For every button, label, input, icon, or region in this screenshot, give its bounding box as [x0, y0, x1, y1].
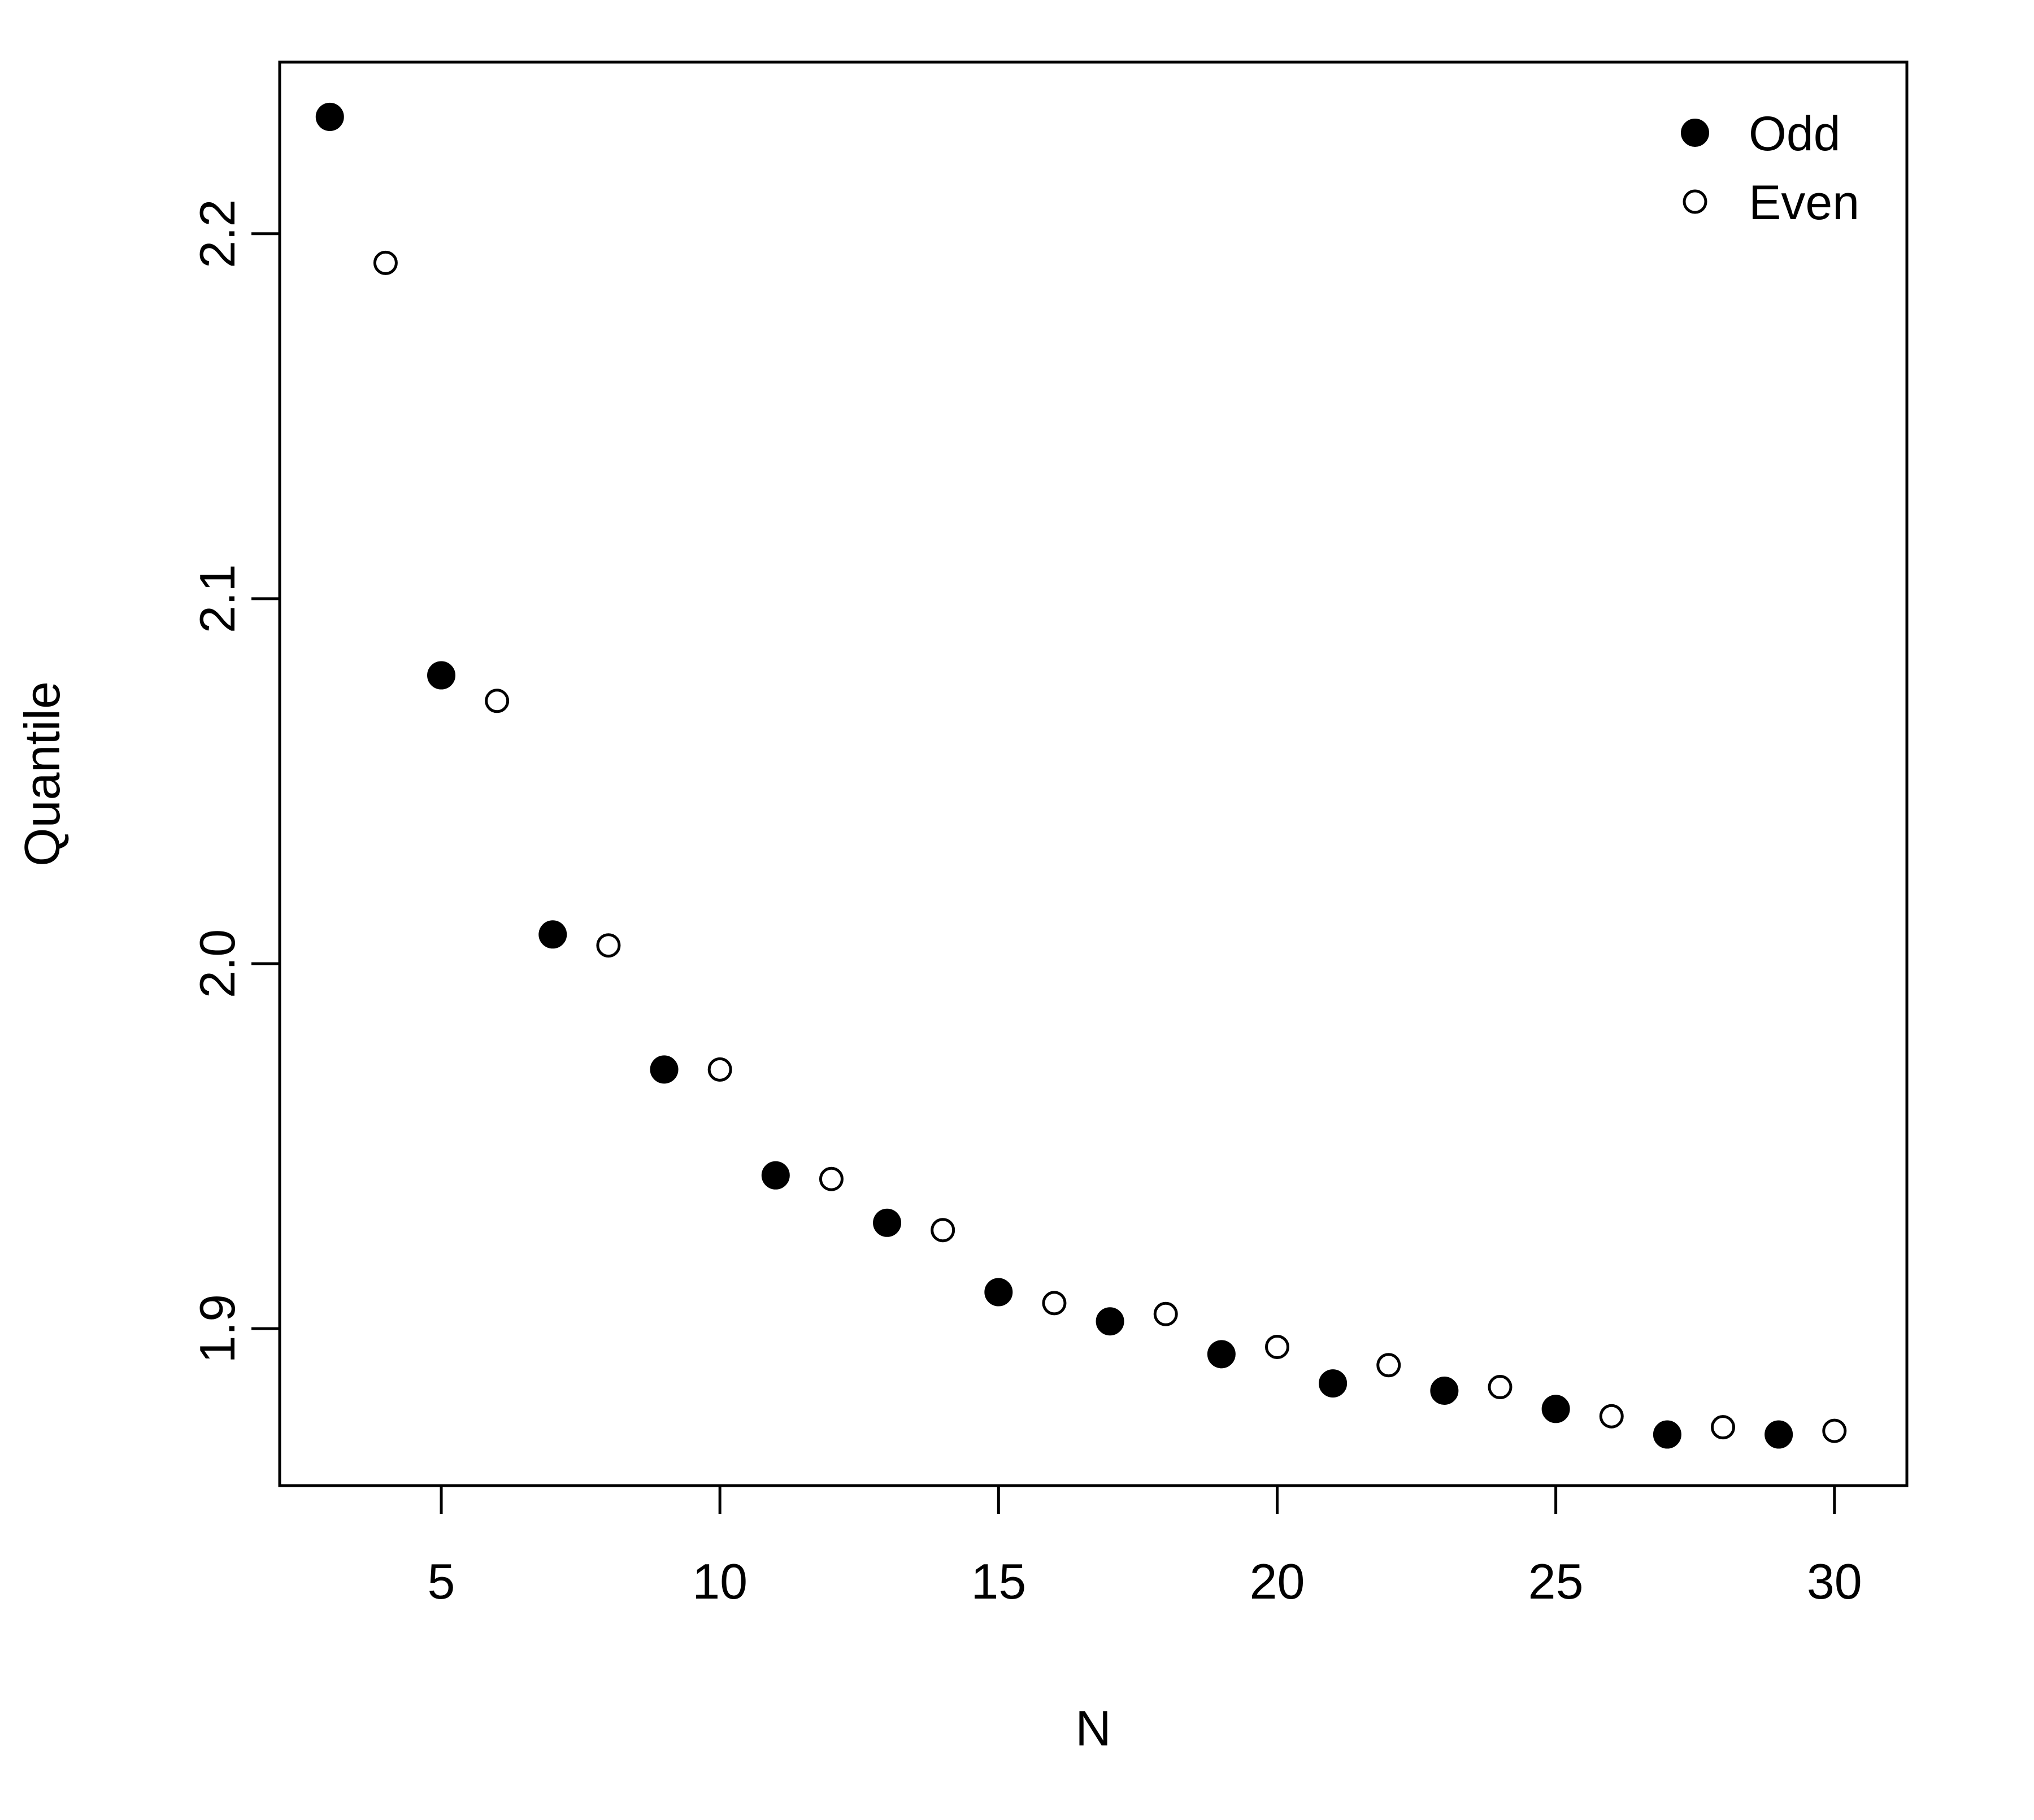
legend-label-even: Even — [1749, 176, 1859, 230]
point-even-n4 — [373, 250, 398, 275]
point-even-n26 — [1599, 1404, 1624, 1429]
point-even-n14 — [931, 1218, 955, 1243]
x-tick-label-25: 25 — [1528, 1553, 1584, 1609]
x-axis-label: N — [1075, 1700, 1111, 1756]
legend: Odd Even — [1681, 107, 1859, 230]
y-axis-label: Quantile — [14, 681, 70, 867]
point-even-n18 — [1153, 1301, 1178, 1326]
point-even-n22 — [1376, 1353, 1401, 1378]
point-odd-n29 — [1764, 1420, 1793, 1449]
x-tick-label-10: 10 — [692, 1553, 747, 1609]
point-odd-n19 — [1207, 1340, 1236, 1369]
x-tick-label-5: 5 — [428, 1553, 455, 1609]
point-odd-n13 — [873, 1208, 902, 1237]
x-tick-label-30: 30 — [1807, 1553, 1862, 1609]
point-even-n30 — [1822, 1418, 1847, 1443]
x-tick-label-20: 20 — [1250, 1553, 1305, 1609]
point-even-n20 — [1264, 1334, 1289, 1359]
point-odd-n21 — [1319, 1369, 1348, 1398]
point-odd-n27 — [1653, 1420, 1681, 1449]
point-even-n16 — [1042, 1291, 1067, 1316]
point-odd-n3 — [315, 102, 344, 131]
y-tick-label-1: 2.0 — [189, 929, 245, 998]
legend-marker-odd — [1681, 119, 1709, 147]
plot-frame — [278, 60, 1909, 1487]
data-points — [315, 102, 1847, 1449]
legend-label-odd: Odd — [1749, 107, 1841, 161]
point-even-n28 — [1711, 1415, 1736, 1440]
y-tick-label-2: 2.1 — [189, 564, 245, 633]
point-even-n6 — [485, 689, 510, 713]
y-tick-label-0: 1.9 — [189, 1294, 245, 1363]
point-odd-n17 — [1096, 1307, 1124, 1336]
point-even-n24 — [1488, 1375, 1513, 1400]
point-even-n12 — [819, 1166, 844, 1191]
y-tick-label-3: 2.2 — [189, 199, 245, 268]
legend-marker-even — [1683, 189, 1707, 214]
point-odd-n11 — [761, 1161, 790, 1190]
x-tick-label-15: 15 — [971, 1553, 1026, 1609]
x-axis: 5 10 15 20 25 30 — [428, 1486, 1862, 1609]
point-odd-n9 — [650, 1055, 679, 1084]
y-axis: 1.9 2.0 2.1 2.2 — [189, 199, 280, 1363]
point-odd-n23 — [1430, 1377, 1459, 1405]
point-even-n8 — [596, 933, 621, 958]
point-odd-n15 — [984, 1278, 1013, 1307]
point-even-n10 — [707, 1057, 732, 1082]
point-odd-n7 — [538, 920, 567, 949]
point-odd-n25 — [1541, 1395, 1570, 1423]
point-odd-n5 — [427, 661, 456, 690]
